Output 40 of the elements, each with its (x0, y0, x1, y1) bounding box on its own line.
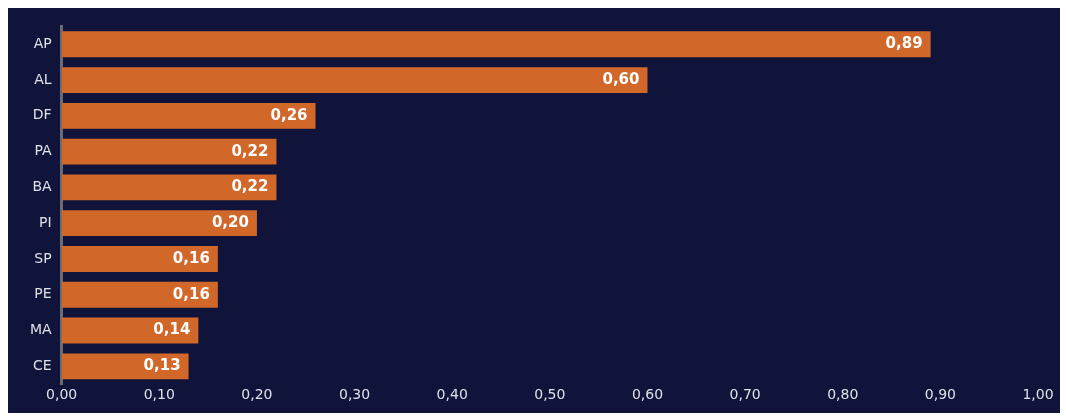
data-label: 0,16 (172, 284, 210, 303)
bar (61, 281, 218, 308)
data-label: 0,20 (211, 213, 249, 232)
x-tick-label: 0,50 (534, 386, 566, 403)
x-tick-label: 0,20 (241, 386, 273, 403)
x-tick-label: 0,30 (338, 386, 371, 403)
y-tick-label: MA (30, 321, 53, 338)
y-tick-label: AP (33, 34, 52, 51)
bar (61, 102, 316, 129)
y-tick-label: CE (33, 356, 52, 373)
bar (61, 174, 277, 201)
y-tick-label: SP (34, 249, 52, 266)
x-tick-label: 0,90 (924, 386, 956, 403)
bar (61, 246, 218, 272)
data-label: 0,13 (143, 356, 181, 375)
y-tick-label: PE (34, 285, 52, 302)
data-label: 0,14 (153, 320, 191, 339)
data-label: 0,60 (602, 69, 640, 88)
data-label: 0,22 (231, 141, 269, 160)
x-tick-label: 0,60 (631, 386, 664, 403)
y-tick-label: PI (39, 213, 52, 230)
x-tick-label: 0,80 (827, 386, 859, 403)
bar (61, 138, 277, 165)
x-tick-label: 1,00 (1022, 386, 1054, 403)
x-tick-label: 0,10 (143, 386, 175, 403)
bar (61, 353, 189, 380)
data-label: 0,89 (885, 34, 923, 53)
data-label: 0,22 (231, 177, 269, 196)
x-tick-label: 0,00 (46, 386, 78, 403)
bar (61, 67, 648, 93)
x-tick-label: 0,40 (436, 386, 468, 403)
bar (61, 210, 257, 237)
data-label: 0,26 (270, 105, 308, 124)
y-tick-label: DF (32, 106, 52, 123)
y-tick-label: AL (34, 70, 52, 87)
bar (61, 31, 931, 58)
x-tick-label: 0,70 (729, 386, 761, 403)
data-label: 0,16 (172, 248, 210, 267)
y-tick-label: BA (32, 178, 53, 195)
y-tick-label: PA (34, 142, 53, 159)
